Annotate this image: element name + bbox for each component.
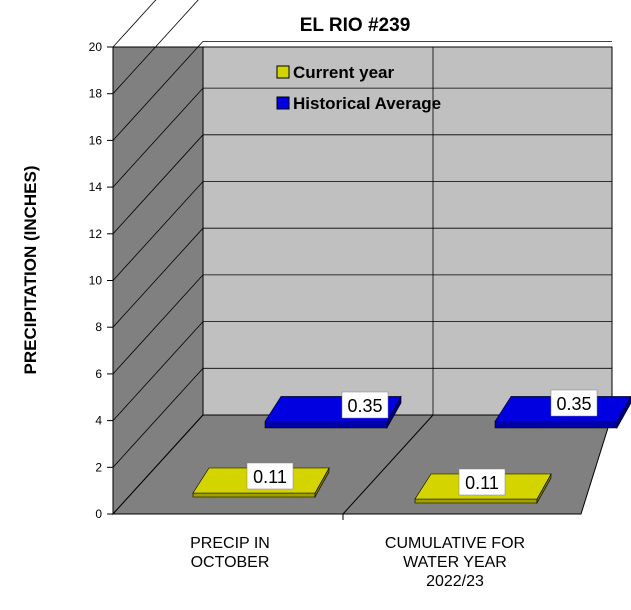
side-gridline xyxy=(112,181,204,281)
floor-divider xyxy=(342,414,434,515)
side-gridline xyxy=(112,321,204,421)
bar-front xyxy=(264,421,388,429)
data-label: 0.11 xyxy=(253,467,287,487)
y-tick-label: 16 xyxy=(89,133,103,147)
legend-swatch xyxy=(276,65,290,79)
category-label: CUMULATIVE FOR WATER YEAR 2022/23 xyxy=(385,535,525,590)
y-tick-label: 10 xyxy=(89,274,103,288)
data-label: 0.35 xyxy=(347,396,382,416)
y-tick-label: 12 xyxy=(89,227,103,241)
side-gridline xyxy=(112,0,199,94)
side-gridline xyxy=(112,368,204,468)
bar-front xyxy=(192,492,316,498)
side-gridline xyxy=(112,87,204,188)
side-gridline xyxy=(112,227,204,328)
legend-label: Historical Average xyxy=(293,94,441,113)
y-tick-label: 18 xyxy=(89,87,103,101)
legend: Current year Historical Average xyxy=(276,63,441,113)
category-label: PRECIP IN OCTOBER xyxy=(190,535,270,571)
bar-front xyxy=(414,498,538,504)
data-label: 0.11 xyxy=(465,473,499,493)
y-tick-label: 0 xyxy=(95,507,102,521)
y-tick-label: 6 xyxy=(95,367,102,381)
side-gridline xyxy=(112,274,204,375)
chart-title: EL RIO #239 xyxy=(300,15,411,36)
y-axis: 0 2 4 6 8 10 12 14 16 18 20 xyxy=(89,40,344,521)
chart-walls xyxy=(111,46,613,516)
gridlines xyxy=(112,0,612,468)
y-tick-label: 14 xyxy=(89,180,103,194)
data-label: 0.35 xyxy=(556,394,591,414)
y-tick-label: 8 xyxy=(95,320,102,334)
y-tick-label: 2 xyxy=(95,460,102,474)
legend-label: Current year xyxy=(293,63,394,82)
bar-side xyxy=(616,395,631,430)
legend-swatch xyxy=(276,96,290,110)
side-gridline xyxy=(112,41,204,141)
side-gridline xyxy=(112,134,204,235)
labels-layer: 0.11 0.11 0.35 0.35 PRECIP IN OCTOBER CUMULATI… xyxy=(190,389,598,590)
data-label-box xyxy=(246,462,294,490)
y-tick-label: 4 xyxy=(95,414,102,428)
data-label-box xyxy=(458,468,506,496)
side-gridline xyxy=(112,0,157,48)
data-label-box xyxy=(550,389,598,417)
data-label-box xyxy=(341,391,389,419)
y-axis-label: PRECIPITATION (INCHES) xyxy=(21,165,40,374)
y-tick-label: 20 xyxy=(89,40,103,54)
bar-front xyxy=(494,421,618,429)
